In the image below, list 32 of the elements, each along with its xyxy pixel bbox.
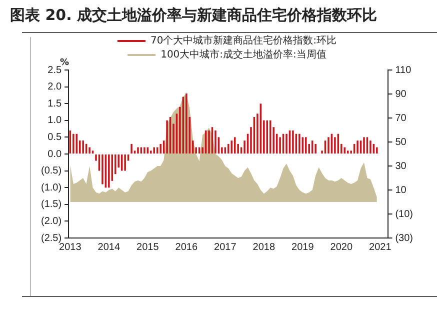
y-tick-label: (2.5): [41, 232, 62, 244]
y-tick-label: (2.0): [41, 216, 62, 227]
y2-tick-label: 10: [395, 184, 407, 196]
y-tick-label: (1.0): [41, 182, 62, 194]
x-tick-label: 2019: [292, 242, 314, 253]
y-tick-label: 0.5: [48, 132, 62, 143]
y2-tick-label: (30): [395, 232, 414, 244]
legend-label: 70个大中城市新建商品住宅价格指数:环比: [150, 34, 337, 47]
y2-tick-label: 90: [395, 88, 407, 100]
y2-tick-label: 110: [395, 64, 412, 76]
y-tick-label: 2.0: [48, 82, 62, 93]
y-tick-label: 0.0: [48, 148, 62, 160]
y2-tick-label: 50: [395, 136, 407, 148]
y-tick-label: 1.5: [48, 98, 62, 110]
y-tick-label: 1.0: [48, 115, 62, 126]
x-tick-label: 2015: [136, 242, 160, 253]
x-tick-label: 2018: [252, 242, 276, 253]
x-tick-label: 2021: [369, 242, 392, 253]
chart-title: 图表 20. 成交土地溢价率与新建商品住宅价格指数环比: [10, 6, 378, 25]
y2-tick-label: (10): [395, 208, 414, 220]
y2-tick-label: 30: [395, 160, 407, 172]
x-tick-label: 2020: [330, 242, 353, 253]
y-tick-label: (1.5): [41, 199, 62, 210]
legend-label: 100大中城市:成交土地溢价率:当周值: [160, 48, 326, 61]
x-tick-label: 2017: [214, 242, 237, 253]
y-tick-label: 2.5: [48, 64, 62, 76]
y2-tick-label: 70: [395, 112, 407, 124]
y-tick-label: (0.5): [41, 166, 62, 177]
x-tick-label: 2013: [59, 242, 82, 253]
y-axis-title: %: [60, 58, 70, 68]
x-tick-label: 2014: [98, 242, 120, 253]
x-tick-label: 2016: [175, 242, 198, 253]
